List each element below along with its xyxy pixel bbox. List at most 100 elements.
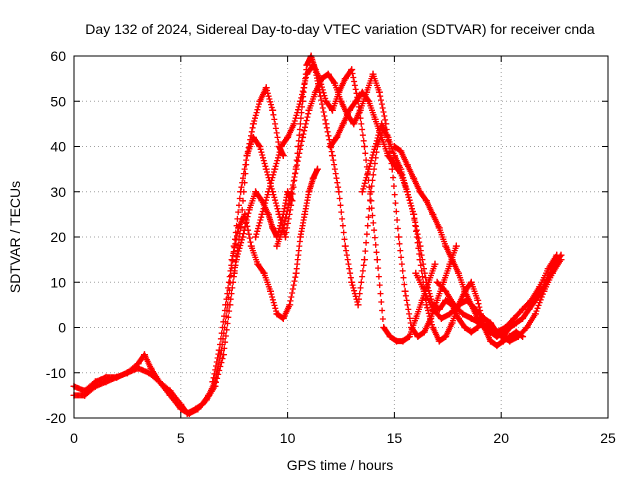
data-point: [296, 97, 304, 105]
data-point: [185, 409, 193, 417]
x-tick-label: 20: [493, 430, 509, 446]
data-point: [271, 165, 279, 173]
data-point: [474, 296, 482, 304]
data-point: [378, 120, 386, 128]
data-point: [397, 147, 405, 155]
data-point: [241, 210, 249, 218]
data-point: [309, 61, 317, 69]
data-point: [442, 287, 450, 295]
data-point: [440, 278, 448, 286]
data-point: [215, 346, 223, 354]
data-point: [420, 287, 428, 295]
data-point: [386, 333, 394, 341]
data-point: [209, 378, 217, 386]
x-tick-label: 10: [280, 430, 296, 446]
data-point: [256, 97, 264, 105]
data-point: [318, 75, 326, 83]
data-point: [348, 278, 356, 286]
axis-ticks: 0 5 10 15 20 25 -20 -10 0 10 20 30 40 50 60: [46, 48, 616, 446]
data-point: [493, 328, 501, 336]
data-point: [230, 269, 238, 277]
data-point: [544, 265, 552, 273]
data-point: [476, 319, 484, 327]
data-point: [301, 210, 309, 218]
data-point: [360, 143, 368, 150]
data-point: [506, 337, 514, 345]
data-point: [548, 269, 556, 277]
data-point: [435, 224, 443, 232]
data-point: [202, 396, 210, 404]
x-axis-title: GPS time / hours: [287, 457, 394, 473]
data-point: [461, 287, 469, 295]
data-point: [249, 120, 257, 128]
data-point: [284, 133, 292, 141]
data-point: [397, 165, 405, 173]
data-point: [442, 333, 450, 341]
data-point: [450, 301, 458, 309]
data-point: [262, 84, 270, 92]
data-point: [303, 70, 311, 78]
data-point: [371, 143, 379, 150]
data-point: [493, 342, 501, 350]
data-point: [429, 324, 437, 331]
data-point: [140, 351, 148, 359]
data-point: [324, 70, 332, 78]
data-point: [256, 143, 264, 150]
data-point: [452, 242, 460, 250]
data-series: [70, 52, 565, 417]
data-point: [501, 324, 509, 331]
data-point: [527, 296, 535, 304]
data-point: [269, 106, 277, 114]
y-tick-label: -10: [46, 365, 66, 381]
data-point: [177, 405, 185, 413]
data-point: [328, 106, 336, 114]
data-point: [435, 305, 443, 313]
data-point: [523, 324, 531, 331]
data-point: [348, 66, 356, 74]
x-tick-label: 15: [387, 430, 403, 446]
data-point: [305, 106, 313, 114]
data-point: [335, 188, 343, 196]
data-point: [448, 256, 456, 264]
data-point: [296, 233, 304, 241]
data-point: [267, 287, 275, 295]
y-axis-title: SDTVAR / TECUs: [7, 181, 23, 293]
data-point: [384, 133, 392, 141]
data-point: [435, 337, 443, 345]
data-point: [286, 301, 294, 309]
data-point: [286, 197, 294, 205]
data-point: [279, 314, 287, 322]
data-point: [410, 174, 418, 182]
data-point: [155, 378, 163, 386]
data-point: [401, 287, 409, 295]
data-point: [461, 324, 469, 331]
data-point: [388, 165, 396, 173]
data-point: [480, 314, 488, 322]
data-point: [484, 324, 492, 331]
y-tick-label: 10: [50, 274, 66, 290]
data-point: [134, 364, 142, 372]
data-point: [454, 269, 462, 277]
data-point: [269, 224, 277, 232]
grid: [74, 56, 608, 418]
data-point: [277, 143, 285, 150]
data-point: [420, 328, 428, 336]
data-point: [553, 251, 561, 259]
data-point: [416, 256, 424, 264]
data-point: [390, 152, 398, 160]
data-point: [429, 305, 437, 313]
x-tick-label: 0: [70, 430, 78, 446]
data-point: [346, 106, 354, 114]
data-point: [260, 269, 268, 277]
data-point: [536, 283, 544, 291]
data-point: [433, 278, 441, 286]
x-tick-label: 25: [600, 430, 616, 446]
data-point: [371, 115, 379, 123]
y-tick-label: 30: [50, 184, 66, 200]
data-point: [437, 314, 445, 322]
series-track-3: [209, 165, 322, 386]
data-point: [531, 310, 539, 318]
data-point: [422, 197, 430, 205]
data-point: [352, 97, 360, 105]
data-point: [222, 301, 230, 309]
